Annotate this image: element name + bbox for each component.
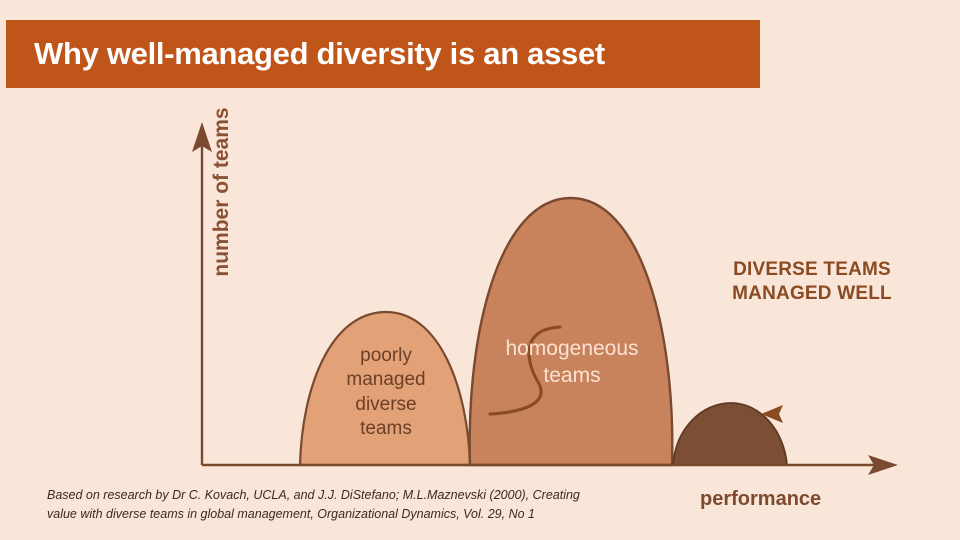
source-footnote-line-1: Based on research by Dr C. Kovach, UCLA,… [47,488,580,502]
curve-label-poorly-line-1: poorly [360,345,412,366]
curve-homogeneous-teams [468,196,674,467]
curve-label-homogeneous-line-2: teams [543,363,601,387]
x-axis-label: performance [700,488,822,510]
callout-line-1: DIVERSE TEAMS [733,259,891,280]
curve-label-poorly-line-3: diverse [355,393,417,415]
x-axis-arrowhead [868,455,898,475]
y-axis-arrowhead [192,122,212,152]
source-footnote-line-2: value with diverse teams in global manag… [47,507,535,522]
y-axis-label: number of teams [210,107,233,277]
curve-label-homogeneous-teams: homogeneous teams [466,336,678,390]
page-title: Why well-managed diversity is an asset [34,36,605,71]
source-footnote: Based on research by Dr C. Kovach, UCLA,… [47,486,607,525]
title-bar: Why well-managed diversity is an asset [6,20,760,88]
callout-line-2: MANAGED WELL [732,282,892,304]
callout-arrow-head [761,405,783,423]
callout-diverse-teams-managed-well: DIVERSE TEAMS MANAGED WELL [712,258,912,305]
curve-label-poorly-line-4: teams [360,417,412,439]
curve-label-homogeneous-line-1: homogeneous [505,337,639,360]
curve-diverse-teams-managed-well [672,402,788,466]
curve-label-poorly-line-2: managed [346,369,426,391]
curve-label-poorly-managed: poorly managed diverse teams [316,344,456,441]
